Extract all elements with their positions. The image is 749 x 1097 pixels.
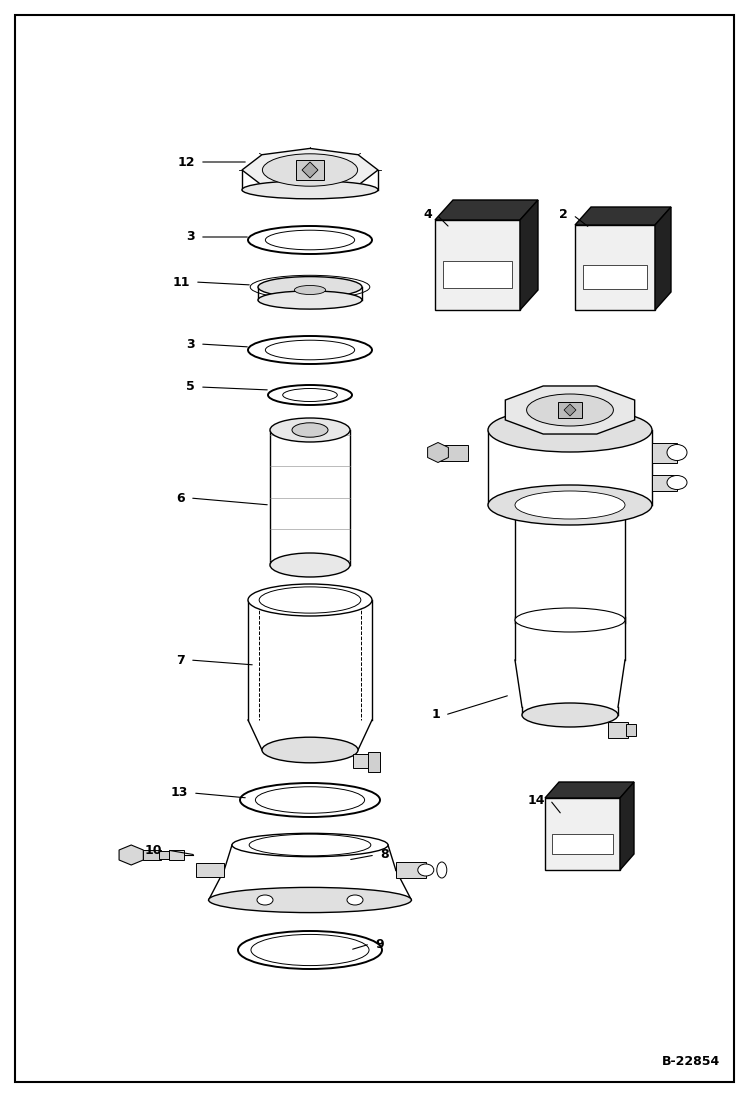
Polygon shape — [506, 386, 634, 434]
Bar — [652, 442, 677, 463]
Bar — [575, 225, 655, 310]
Text: 14: 14 — [527, 793, 545, 806]
Ellipse shape — [488, 485, 652, 525]
Bar — [169, 850, 184, 860]
Ellipse shape — [258, 276, 362, 297]
Polygon shape — [302, 162, 318, 178]
Polygon shape — [242, 148, 378, 192]
Bar — [353, 754, 375, 768]
Bar — [558, 402, 582, 418]
Ellipse shape — [251, 935, 369, 965]
Text: 4: 4 — [423, 208, 432, 222]
Ellipse shape — [667, 444, 687, 461]
Bar — [626, 724, 636, 736]
Text: 12: 12 — [178, 156, 195, 169]
Ellipse shape — [265, 230, 354, 250]
Ellipse shape — [270, 418, 350, 442]
Polygon shape — [620, 782, 634, 870]
Polygon shape — [575, 207, 671, 225]
Text: 5: 5 — [187, 381, 195, 394]
Ellipse shape — [488, 408, 652, 452]
Ellipse shape — [667, 475, 687, 489]
Ellipse shape — [270, 553, 350, 577]
Bar — [143, 850, 161, 860]
Bar — [583, 265, 647, 289]
Bar — [435, 220, 520, 310]
Ellipse shape — [248, 336, 372, 364]
Bar — [552, 834, 613, 855]
Polygon shape — [119, 845, 143, 866]
Ellipse shape — [259, 587, 361, 613]
Ellipse shape — [268, 385, 352, 405]
Polygon shape — [564, 404, 576, 416]
Ellipse shape — [527, 394, 613, 426]
Ellipse shape — [257, 895, 273, 905]
Bar — [443, 260, 512, 287]
Ellipse shape — [515, 491, 625, 519]
Polygon shape — [545, 782, 634, 798]
Ellipse shape — [418, 864, 434, 877]
Text: 3: 3 — [187, 230, 195, 244]
Bar — [368, 753, 380, 772]
Text: 6: 6 — [176, 491, 185, 505]
Bar — [160, 851, 172, 859]
Ellipse shape — [437, 862, 447, 878]
Ellipse shape — [292, 422, 328, 438]
Bar — [652, 475, 677, 490]
Ellipse shape — [515, 608, 625, 632]
Bar — [296, 160, 324, 180]
Text: 13: 13 — [171, 787, 188, 800]
Polygon shape — [428, 442, 449, 463]
Text: 10: 10 — [145, 844, 162, 857]
Ellipse shape — [262, 154, 357, 186]
Ellipse shape — [248, 226, 372, 255]
Ellipse shape — [238, 931, 382, 969]
Text: 2: 2 — [560, 208, 568, 222]
Ellipse shape — [242, 181, 378, 199]
Ellipse shape — [258, 291, 362, 309]
Ellipse shape — [209, 887, 411, 913]
Bar — [608, 722, 628, 738]
Ellipse shape — [282, 388, 337, 402]
Ellipse shape — [248, 584, 372, 617]
Ellipse shape — [262, 737, 358, 762]
Text: 1: 1 — [431, 709, 440, 722]
Bar — [545, 798, 620, 870]
Ellipse shape — [255, 787, 365, 813]
Bar — [438, 444, 468, 461]
Bar — [395, 862, 425, 878]
Ellipse shape — [249, 834, 371, 856]
Text: 11: 11 — [172, 275, 190, 289]
Text: 3: 3 — [187, 338, 195, 351]
Ellipse shape — [240, 783, 380, 817]
Polygon shape — [655, 207, 671, 310]
Ellipse shape — [232, 834, 388, 857]
Text: 7: 7 — [176, 654, 185, 667]
Ellipse shape — [265, 340, 354, 360]
Text: 8: 8 — [380, 848, 389, 861]
Bar — [196, 863, 224, 877]
Text: B-22854: B-22854 — [662, 1055, 720, 1068]
Text: 9: 9 — [375, 938, 383, 950]
Ellipse shape — [294, 285, 326, 295]
Ellipse shape — [522, 703, 618, 727]
Ellipse shape — [347, 895, 363, 905]
Polygon shape — [435, 200, 538, 220]
Polygon shape — [520, 200, 538, 310]
